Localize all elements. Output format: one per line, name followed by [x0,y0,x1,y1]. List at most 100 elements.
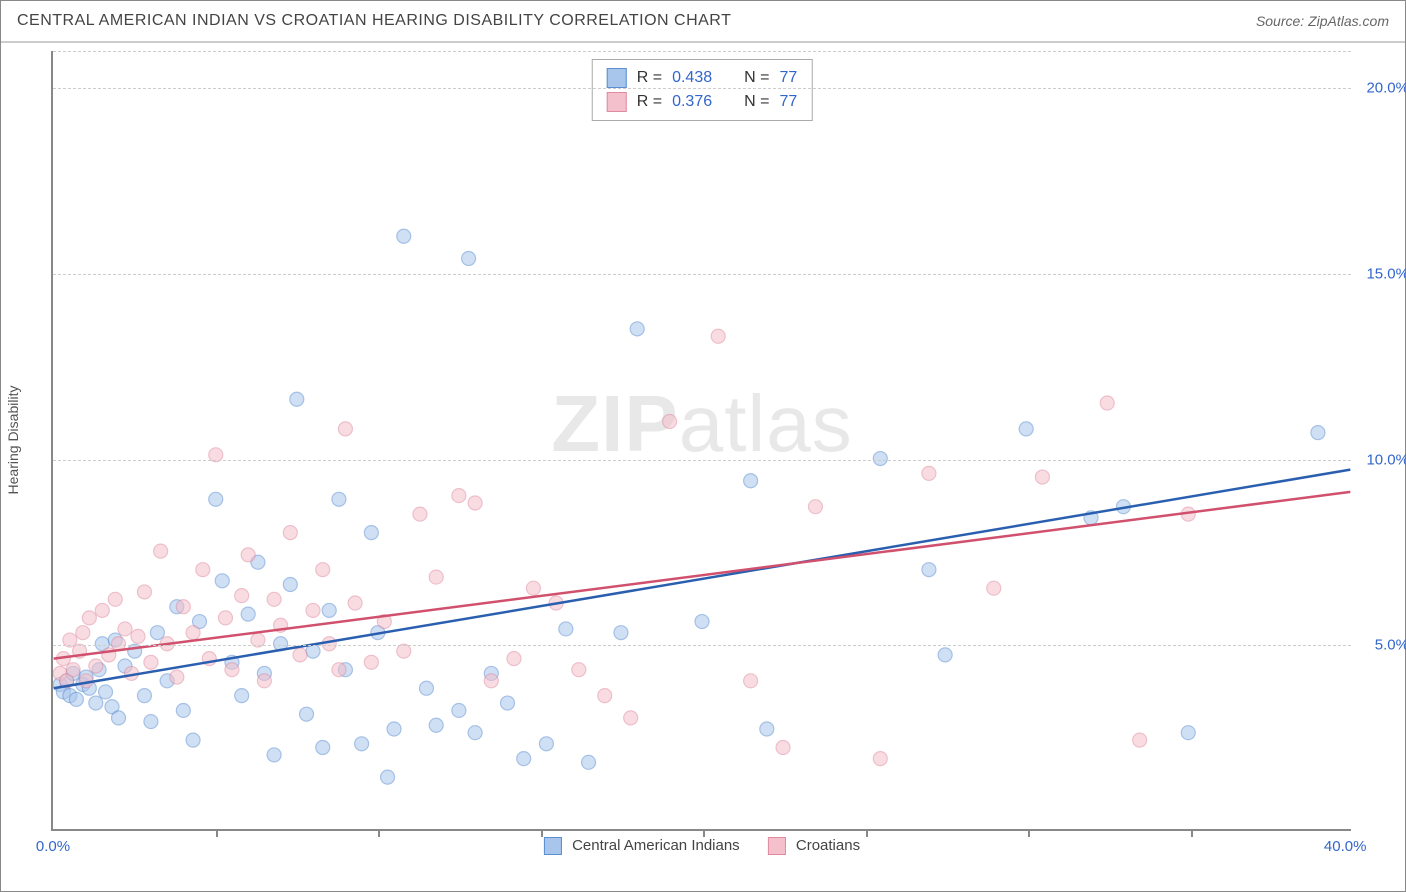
hgridline [53,645,1351,646]
point-cai [462,251,476,265]
point-cai [235,689,249,703]
r-label-2: R = [637,93,662,111]
r-value-cro: 0.376 [672,93,712,111]
point-cai [744,474,758,488]
point-cai [290,392,304,406]
point-cai [300,707,314,721]
point-cro [332,663,346,677]
hgridline [53,51,1351,52]
point-cai [209,492,223,506]
point-cai [452,703,466,717]
x-start-label: 0.0% [36,838,70,855]
point-cai [112,711,126,725]
point-cro [526,581,540,595]
point-cai [1181,726,1195,740]
legend-label-cai: Central American Indians [572,837,740,854]
chart-header: CENTRAL AMERICAN INDIAN VS CROATIAN HEAR… [1,1,1405,43]
point-cai [922,563,936,577]
hgridline [53,274,1351,275]
point-cro [95,603,109,617]
point-cro [144,655,158,669]
point-cai [397,229,411,243]
point-cro [413,507,427,521]
point-cai [355,737,369,751]
point-cro [598,689,612,703]
n-label-2: N = [744,93,769,111]
point-cai [241,607,255,621]
legend-item-cai: Central American Indians [544,837,740,855]
x-tick [1191,829,1193,837]
hgridline [53,460,1351,461]
point-cai [316,741,330,755]
point-cro [176,600,190,614]
point-cai [419,681,433,695]
point-cro [348,596,362,610]
r-label: R = [637,69,662,87]
point-cai [614,626,628,640]
point-cai [1019,422,1033,436]
x-tick [541,829,543,837]
point-cai [517,752,531,766]
hgridline [53,88,1351,89]
point-cro [241,548,255,562]
point-cai [582,755,596,769]
point-cro [452,489,466,503]
point-cai [429,718,443,732]
point-cro [663,414,677,428]
point-cro [108,592,122,606]
chart-title: CENTRAL AMERICAN INDIAN VS CROATIAN HEAR… [17,12,731,30]
point-cro [1133,733,1147,747]
point-cai [760,722,774,736]
plot-region: ZIPatlas Hearing Disability R = 0.438 N … [51,51,1351,831]
legend-label-cro: Croatians [796,837,860,854]
point-cai [89,696,103,710]
point-cai [99,685,113,699]
point-cro [137,585,151,599]
point-cro [267,592,281,606]
stats-swatch-cai [607,68,627,88]
point-cai [387,722,401,736]
point-cai [559,622,573,636]
x-tick [1028,829,1030,837]
point-cro [1035,470,1049,484]
point-cro [572,663,586,677]
legend-item-cro: Croatians [768,837,860,855]
point-cro [225,663,239,677]
point-cro [873,752,887,766]
point-cai [69,692,83,706]
y-axis-label: Hearing Disability [5,386,21,495]
point-cro [364,655,378,669]
point-cro [131,629,145,643]
point-cai [630,322,644,336]
point-cro [429,570,443,584]
x-tick [866,829,868,837]
point-cro [293,648,307,662]
point-cro [711,329,725,343]
y-tick-label: 5.0% [1375,637,1406,654]
point-cai [501,696,515,710]
point-cai [381,770,395,784]
point-cro [468,496,482,510]
y-tick-label: 10.0% [1366,451,1406,468]
point-cai [283,578,297,592]
n-value-cai: 77 [779,69,797,87]
point-cro [170,670,184,684]
n-label: N = [744,69,769,87]
point-cai [468,726,482,740]
point-cro [118,622,132,636]
point-cai [938,648,952,662]
legend-swatch-cai [544,837,562,855]
point-cai [364,526,378,540]
point-cai [144,715,158,729]
x-tick [378,829,380,837]
point-cro [507,652,521,666]
stats-row-cai: R = 0.438 N = 77 [607,66,798,90]
chart-source: Source: ZipAtlas.com [1256,13,1389,29]
point-cai [1311,426,1325,440]
point-cro [484,674,498,688]
point-cro [257,674,271,688]
stats-row-cro: R = 0.376 N = 77 [607,90,798,114]
point-cro [283,526,297,540]
point-cro [922,466,936,480]
stats-legend: R = 0.438 N = 77 R = 0.376 N = 77 [592,59,813,121]
